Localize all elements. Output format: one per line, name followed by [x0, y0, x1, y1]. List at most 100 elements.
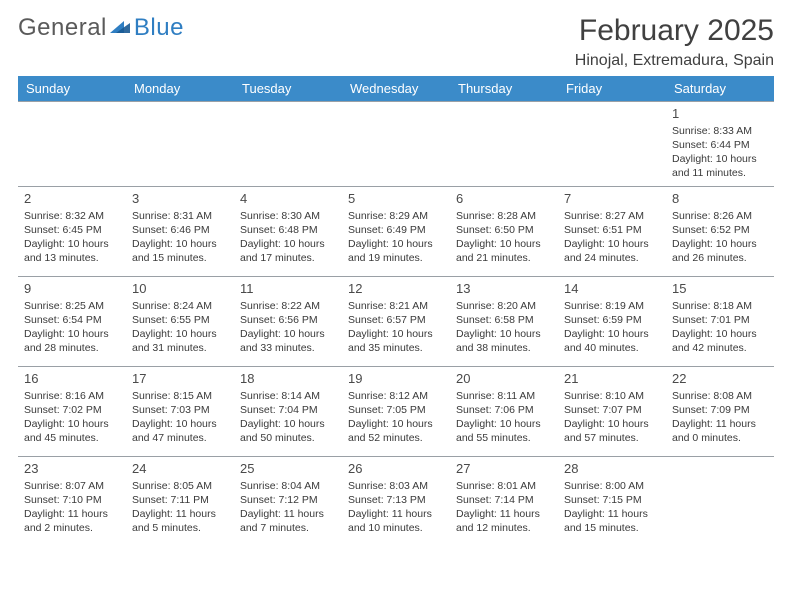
daylight-line: Daylight: 10 hours and 21 minutes. [456, 237, 552, 265]
daylight-line: Daylight: 10 hours and 31 minutes. [132, 327, 228, 355]
logo-text-2: Blue [134, 14, 184, 42]
calendar-cell: 2Sunrise: 8:32 AMSunset: 6:45 PMDaylight… [18, 187, 126, 277]
sunrise-line: Sunrise: 8:07 AM [24, 479, 120, 493]
sunset-line: Sunset: 7:15 PM [564, 493, 660, 507]
daylight-line: Daylight: 11 hours and 2 minutes. [24, 507, 120, 535]
calendar-cell: 21Sunrise: 8:10 AMSunset: 7:07 PMDayligh… [558, 367, 666, 457]
sunset-line: Sunset: 7:03 PM [132, 403, 228, 417]
daylight-line: Daylight: 11 hours and 7 minutes. [240, 507, 336, 535]
calendar-cell [558, 102, 666, 187]
day-number: 2 [24, 190, 120, 208]
calendar-cell [126, 102, 234, 187]
daylight-line: Daylight: 10 hours and 33 minutes. [240, 327, 336, 355]
calendar-cell: 9Sunrise: 8:25 AMSunset: 6:54 PMDaylight… [18, 277, 126, 367]
sunset-line: Sunset: 6:57 PM [348, 313, 444, 327]
calendar-week: 16Sunrise: 8:16 AMSunset: 7:02 PMDayligh… [18, 367, 774, 457]
calendar-cell: 17Sunrise: 8:15 AMSunset: 7:03 PMDayligh… [126, 367, 234, 457]
day-number: 9 [24, 280, 120, 298]
day-number: 20 [456, 370, 552, 388]
sunset-line: Sunset: 6:48 PM [240, 223, 336, 237]
daylight-line: Daylight: 10 hours and 19 minutes. [348, 237, 444, 265]
sunrise-line: Sunrise: 8:30 AM [240, 209, 336, 223]
day-number: 28 [564, 460, 660, 478]
calendar-cell: 15Sunrise: 8:18 AMSunset: 7:01 PMDayligh… [666, 277, 774, 367]
daylight-line: Daylight: 10 hours and 52 minutes. [348, 417, 444, 445]
sunrise-line: Sunrise: 8:18 AM [672, 299, 768, 313]
sunrise-line: Sunrise: 8:26 AM [672, 209, 768, 223]
daylight-line: Daylight: 10 hours and 24 minutes. [564, 237, 660, 265]
sunrise-line: Sunrise: 8:00 AM [564, 479, 660, 493]
daylight-line: Daylight: 11 hours and 15 minutes. [564, 507, 660, 535]
header-row: General Blue February 2025 Hinojal, Extr… [18, 14, 774, 70]
sunset-line: Sunset: 6:52 PM [672, 223, 768, 237]
sunset-line: Sunset: 7:13 PM [348, 493, 444, 507]
day-header: Saturday [666, 76, 774, 102]
calendar-cell [234, 102, 342, 187]
sunrise-line: Sunrise: 8:10 AM [564, 389, 660, 403]
sunrise-line: Sunrise: 8:31 AM [132, 209, 228, 223]
sunrise-line: Sunrise: 8:22 AM [240, 299, 336, 313]
sunrise-line: Sunrise: 8:04 AM [240, 479, 336, 493]
calendar-cell: 14Sunrise: 8:19 AMSunset: 6:59 PMDayligh… [558, 277, 666, 367]
calendar-header: SundayMondayTuesdayWednesdayThursdayFrid… [18, 76, 774, 102]
sunrise-line: Sunrise: 8:14 AM [240, 389, 336, 403]
calendar-cell: 3Sunrise: 8:31 AMSunset: 6:46 PMDaylight… [126, 187, 234, 277]
daylight-line: Daylight: 11 hours and 0 minutes. [672, 417, 768, 445]
logo-triangle-icon [110, 17, 132, 39]
page-subtitle: Hinojal, Extremadura, Spain [575, 52, 774, 70]
logo: General Blue [18, 14, 184, 42]
calendar-table: SundayMondayTuesdayWednesdayThursdayFrid… [18, 76, 774, 547]
sunset-line: Sunset: 7:02 PM [24, 403, 120, 417]
sunrise-line: Sunrise: 8:15 AM [132, 389, 228, 403]
day-number: 3 [132, 190, 228, 208]
day-header: Friday [558, 76, 666, 102]
day-number: 22 [672, 370, 768, 388]
sunrise-line: Sunrise: 8:01 AM [456, 479, 552, 493]
day-number: 17 [132, 370, 228, 388]
calendar-week: 1Sunrise: 8:33 AMSunset: 6:44 PMDaylight… [18, 102, 774, 187]
day-header: Sunday [18, 76, 126, 102]
calendar-cell: 10Sunrise: 8:24 AMSunset: 6:55 PMDayligh… [126, 277, 234, 367]
day-number: 27 [456, 460, 552, 478]
sunset-line: Sunset: 6:59 PM [564, 313, 660, 327]
sunset-line: Sunset: 6:56 PM [240, 313, 336, 327]
sunset-line: Sunset: 7:09 PM [672, 403, 768, 417]
calendar-cell: 5Sunrise: 8:29 AMSunset: 6:49 PMDaylight… [342, 187, 450, 277]
day-header: Thursday [450, 76, 558, 102]
day-number: 1 [672, 105, 768, 123]
sunset-line: Sunset: 6:44 PM [672, 138, 768, 152]
daylight-line: Daylight: 10 hours and 55 minutes. [456, 417, 552, 445]
daylight-line: Daylight: 10 hours and 47 minutes. [132, 417, 228, 445]
calendar-cell: 19Sunrise: 8:12 AMSunset: 7:05 PMDayligh… [342, 367, 450, 457]
day-number: 21 [564, 370, 660, 388]
calendar-cell: 28Sunrise: 8:00 AMSunset: 7:15 PMDayligh… [558, 457, 666, 547]
sunset-line: Sunset: 6:55 PM [132, 313, 228, 327]
daylight-line: Daylight: 11 hours and 12 minutes. [456, 507, 552, 535]
day-number: 14 [564, 280, 660, 298]
daylight-line: Daylight: 10 hours and 13 minutes. [24, 237, 120, 265]
sunset-line: Sunset: 7:14 PM [456, 493, 552, 507]
daylight-line: Daylight: 10 hours and 45 minutes. [24, 417, 120, 445]
sunset-line: Sunset: 7:04 PM [240, 403, 336, 417]
day-header: Wednesday [342, 76, 450, 102]
calendar-cell: 6Sunrise: 8:28 AMSunset: 6:50 PMDaylight… [450, 187, 558, 277]
sunrise-line: Sunrise: 8:25 AM [24, 299, 120, 313]
calendar-cell [18, 102, 126, 187]
day-number: 10 [132, 280, 228, 298]
day-number: 4 [240, 190, 336, 208]
calendar-cell: 18Sunrise: 8:14 AMSunset: 7:04 PMDayligh… [234, 367, 342, 457]
calendar-cell: 7Sunrise: 8:27 AMSunset: 6:51 PMDaylight… [558, 187, 666, 277]
sunset-line: Sunset: 6:49 PM [348, 223, 444, 237]
day-number: 8 [672, 190, 768, 208]
day-number: 19 [348, 370, 444, 388]
daylight-line: Daylight: 10 hours and 15 minutes. [132, 237, 228, 265]
sunrise-line: Sunrise: 8:27 AM [564, 209, 660, 223]
day-number: 25 [240, 460, 336, 478]
calendar-cell: 25Sunrise: 8:04 AMSunset: 7:12 PMDayligh… [234, 457, 342, 547]
calendar-cell: 22Sunrise: 8:08 AMSunset: 7:09 PMDayligh… [666, 367, 774, 457]
sunrise-line: Sunrise: 8:29 AM [348, 209, 444, 223]
daylight-line: Daylight: 10 hours and 35 minutes. [348, 327, 444, 355]
sunset-line: Sunset: 7:12 PM [240, 493, 336, 507]
sunset-line: Sunset: 6:58 PM [456, 313, 552, 327]
calendar-cell: 20Sunrise: 8:11 AMSunset: 7:06 PMDayligh… [450, 367, 558, 457]
